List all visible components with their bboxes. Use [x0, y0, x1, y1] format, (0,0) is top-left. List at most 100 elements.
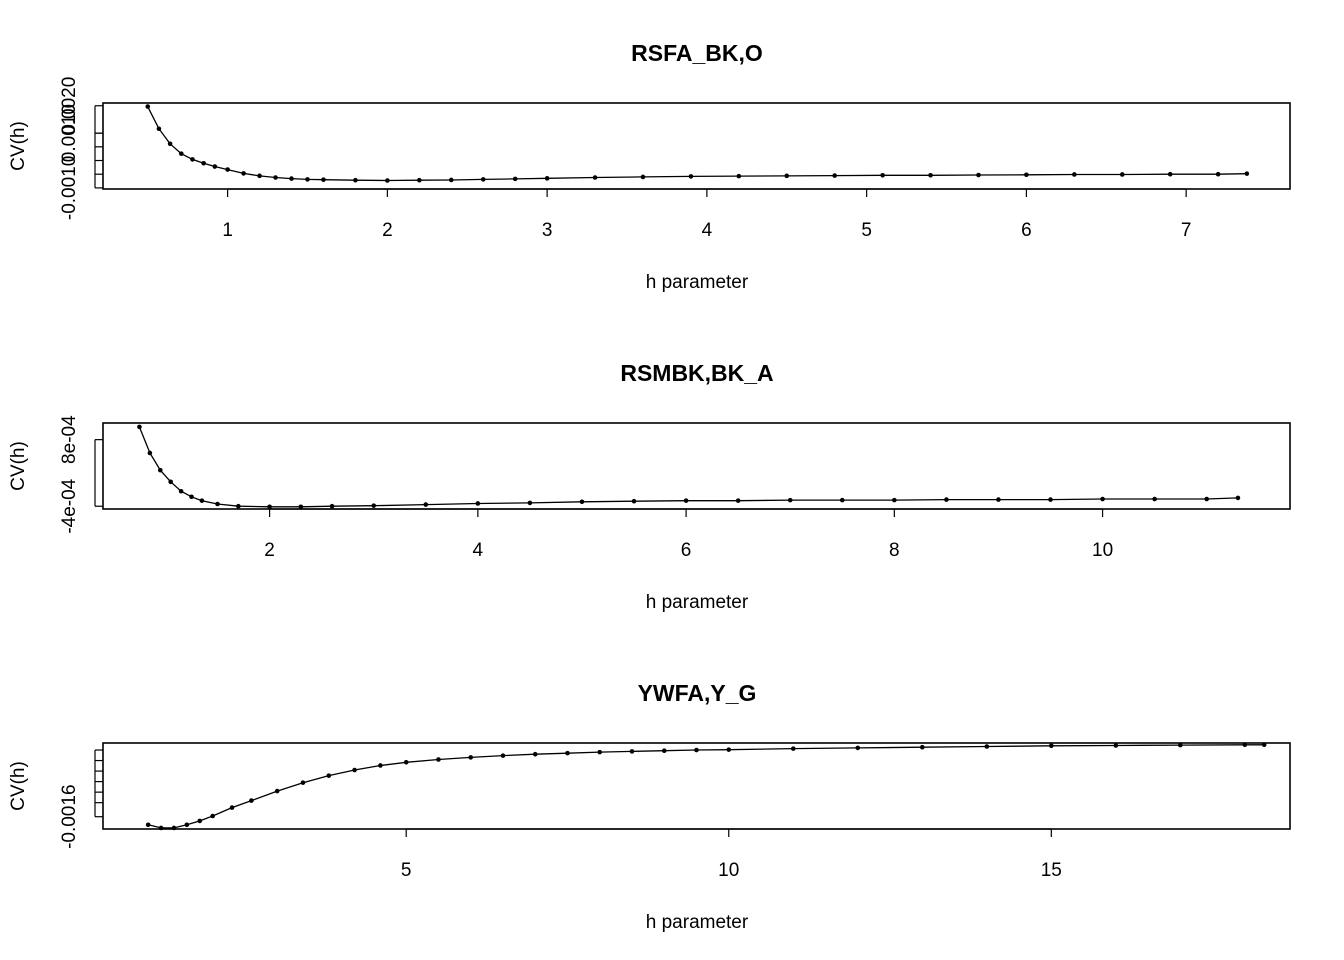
- x-tick-label: 6: [681, 540, 692, 561]
- data-point: [527, 500, 533, 506]
- data-point: [157, 467, 163, 473]
- data-point: [385, 178, 390, 183]
- data-point: [249, 798, 254, 803]
- data-point: [1235, 495, 1241, 501]
- data-point: [212, 164, 218, 169]
- data-point: [241, 171, 246, 176]
- data-point: [215, 501, 220, 507]
- x-axis-label: h parameter: [646, 592, 749, 613]
- x-axis: 2 4 6 8 10: [264, 508, 1113, 561]
- data-point: [629, 749, 635, 754]
- data-series: [145, 104, 1250, 183]
- data-point: [158, 825, 164, 831]
- x-tick-label: 2: [264, 540, 275, 561]
- data-point: [855, 745, 861, 751]
- data-point: [1215, 171, 1221, 177]
- data-point: [784, 173, 790, 179]
- data-series: [137, 424, 1241, 510]
- y-axis-label: CV(h): [8, 761, 29, 811]
- chart-title: RSFA_BK,O: [631, 40, 763, 66]
- data-point: [1242, 742, 1248, 748]
- data-point: [171, 825, 177, 831]
- data-series: [145, 742, 1267, 831]
- data-point: [984, 744, 990, 749]
- data-point: [1113, 743, 1119, 748]
- x-tick-label: 2: [382, 220, 393, 241]
- data-point: [167, 141, 173, 147]
- data-point: [944, 497, 949, 502]
- data-point: [189, 494, 194, 500]
- data-point: [640, 174, 646, 180]
- data-point: [156, 126, 162, 132]
- series-line: [148, 744, 1265, 829]
- data-point: [1244, 171, 1250, 176]
- x-tick-label: 5: [401, 860, 412, 881]
- data-point: [190, 157, 195, 162]
- x-tick-label: 6: [1021, 220, 1032, 241]
- x-axis: 1 2 3 4 5 6 7: [222, 188, 1191, 241]
- x-tick-label: 4: [702, 220, 713, 241]
- data-point: [184, 822, 190, 828]
- data-point: [326, 773, 332, 778]
- data-point: [832, 173, 837, 178]
- data-point: [147, 450, 153, 456]
- x-tick-label: 15: [1041, 860, 1062, 881]
- data-point: [273, 175, 278, 180]
- data-point: [790, 746, 796, 751]
- data-point: [257, 173, 262, 179]
- x-tick-label: 4: [473, 540, 484, 561]
- plot-frame: [102, 742, 1291, 830]
- x-tick-label: 10: [718, 860, 739, 881]
- data-point: [532, 751, 538, 757]
- y-tick-label: 0.0020: [59, 77, 80, 135]
- data-point: [736, 173, 742, 179]
- data-point: [1048, 497, 1053, 502]
- data-point: [1049, 743, 1054, 749]
- data-point: [378, 763, 383, 768]
- data-point: [1167, 171, 1173, 177]
- data-point: [1261, 742, 1267, 748]
- data-point: [197, 818, 203, 824]
- x-tick-label: 8: [889, 540, 900, 561]
- data-point: [210, 813, 215, 819]
- data-point: [592, 175, 598, 180]
- data-point: [631, 498, 637, 504]
- data-point: [1152, 496, 1157, 502]
- y-axis-label: CV(h): [8, 441, 29, 491]
- data-point: [694, 747, 699, 753]
- data-point: [1100, 496, 1105, 502]
- chart-title: RSMBK,BK_A: [620, 360, 773, 386]
- panel-rsmbk: RSMBK,BK_A h parameter CV(h) 2 4 6 8 10 -4e-…: [8, 360, 1291, 613]
- data-point: [436, 757, 441, 762]
- series-line: [147, 106, 1247, 182]
- data-point: [352, 767, 357, 773]
- data-point: [267, 504, 272, 510]
- data-point: [225, 167, 230, 172]
- panel-ywfa: YWFA,Y_G h parameter CV(h) 5 10 15 -0.0016: [8, 680, 1291, 933]
- data-point: [1204, 496, 1210, 502]
- y-axis: -4e-04 8e-04: [59, 415, 103, 534]
- y-tick-label: -4e-04: [59, 478, 80, 533]
- chart-title: YWFA,Y_G: [638, 680, 757, 706]
- data-point: [178, 488, 184, 494]
- data-point: [178, 151, 184, 156]
- data-point: [289, 176, 294, 181]
- series-line: [138, 426, 1238, 508]
- data-point: [329, 503, 335, 509]
- y-tick-label: 0.0010: [59, 104, 80, 162]
- x-tick-label: 3: [542, 220, 553, 241]
- y-tick-label: -0.0010: [59, 156, 80, 220]
- data-point: [353, 177, 358, 183]
- data-point: [787, 497, 793, 503]
- data-point: [661, 748, 667, 754]
- x-axis: 5 10 15: [401, 828, 1062, 881]
- data-point: [403, 760, 409, 765]
- data-point: [892, 497, 897, 503]
- x-tick-label: 5: [861, 220, 872, 241]
- data-point: [976, 172, 981, 178]
- data-point: [229, 805, 235, 810]
- data-point: [597, 749, 603, 755]
- data-point: [839, 497, 845, 503]
